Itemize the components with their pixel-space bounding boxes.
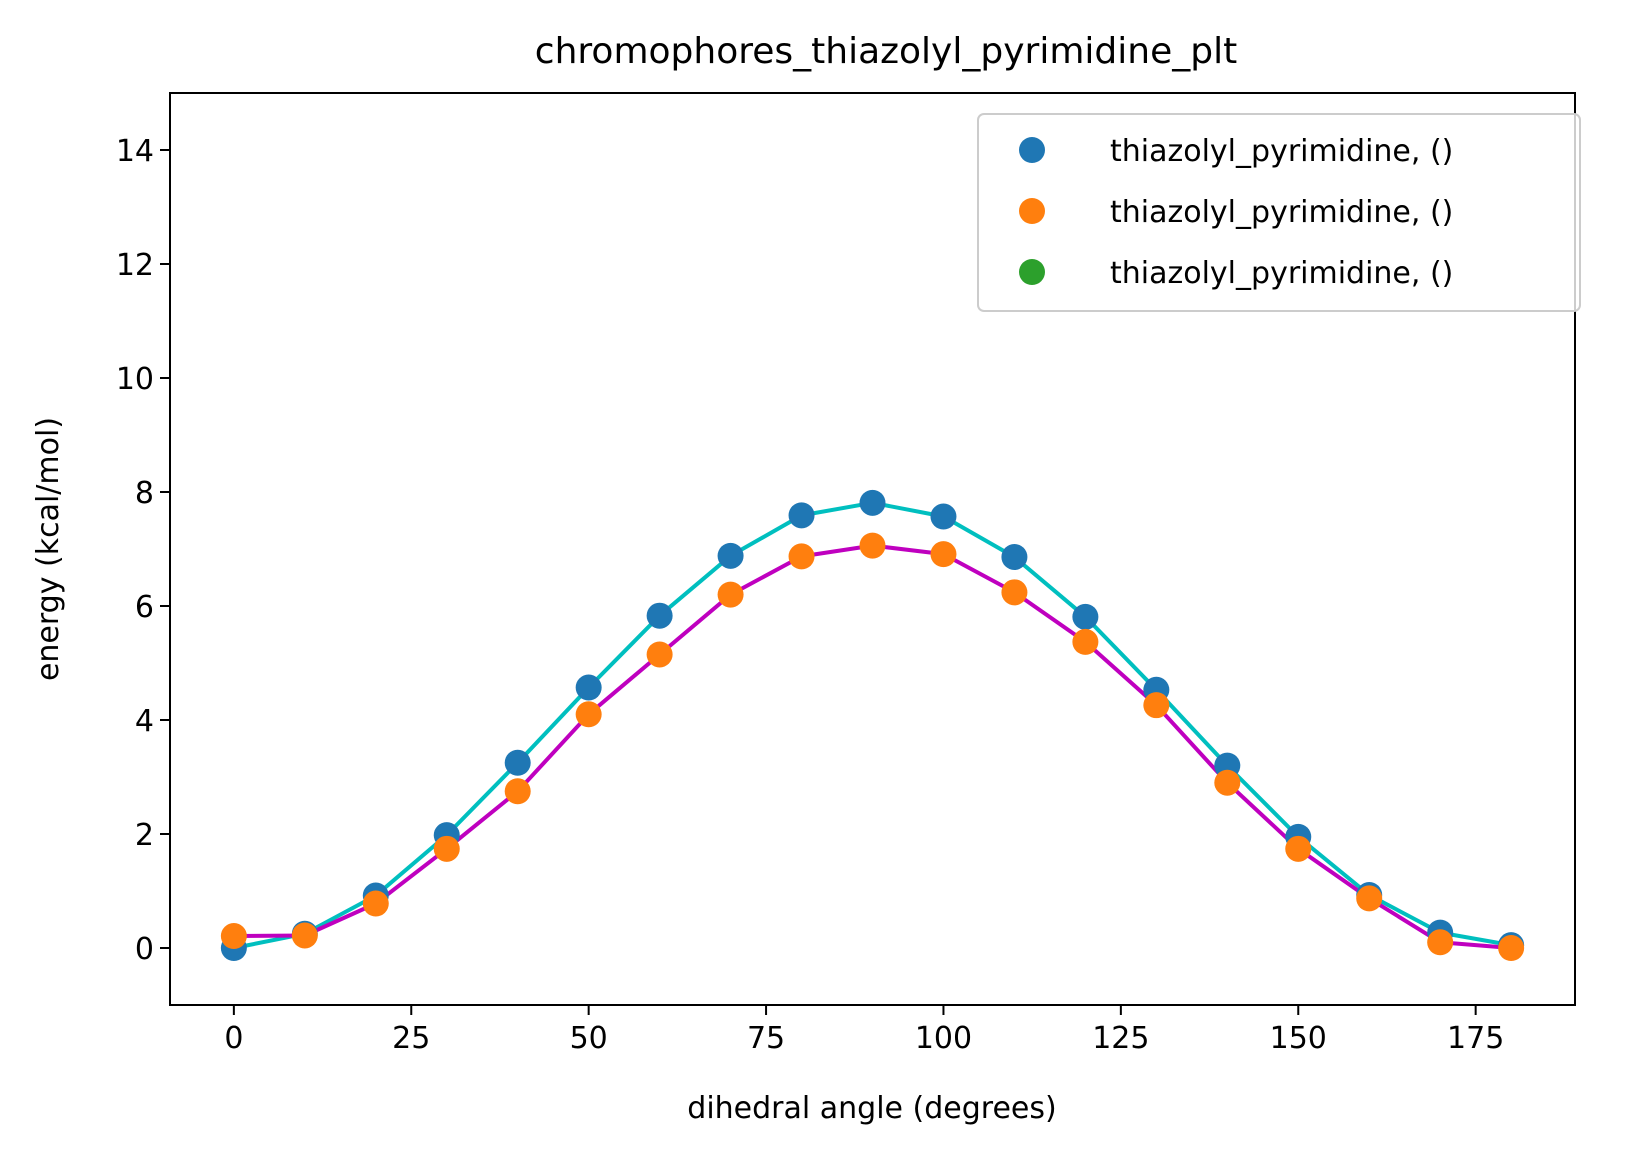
scatter-point <box>1285 835 1312 862</box>
x-tick-label: 50 <box>570 1021 608 1056</box>
legend-marker <box>1019 137 1045 163</box>
y-tick-label: 2 <box>135 818 154 853</box>
legend-label: thiazolyl_pyrimidine, () <box>1110 195 1453 230</box>
y-tick-label: 6 <box>135 590 154 625</box>
scatter-point <box>575 674 602 701</box>
y-tick-label: 8 <box>135 476 154 511</box>
scatter-point <box>646 602 673 629</box>
x-axis-label: dihedral angle (degrees) <box>687 1091 1056 1126</box>
scatter-point <box>1072 603 1099 630</box>
scatter-point <box>1427 929 1454 956</box>
series-line <box>233 543 1512 950</box>
legend-label: thiazolyl_pyrimidine, () <box>1110 134 1453 169</box>
legend: thiazolyl_pyrimidine, () thiazolyl_pyrimi… <box>977 113 1581 312</box>
scatter-point <box>717 542 744 569</box>
legend-marker <box>1019 198 1045 224</box>
scatter-point <box>220 923 247 950</box>
x-tick-label: 175 <box>1447 1021 1504 1056</box>
scatter-point <box>1072 628 1099 655</box>
line-series-group <box>233 500 1512 950</box>
scatter-point <box>1001 543 1028 570</box>
scatter-point <box>788 502 815 529</box>
scatter-point <box>504 749 531 776</box>
scatter-point <box>717 581 744 608</box>
scatter-point <box>646 641 673 668</box>
x-tick-label: 150 <box>1270 1021 1327 1056</box>
scatter-point <box>1498 935 1525 961</box>
scatter-point <box>859 489 886 516</box>
scatter-point <box>291 922 318 949</box>
scatter-point <box>930 503 957 530</box>
x-axis-ticks: 0 25 50 75 100 125 150 175 <box>224 1005 1504 1056</box>
plot-frame <box>169 92 1576 1006</box>
scatter-point <box>504 778 531 805</box>
y-tick-label: 0 <box>135 932 154 967</box>
scatter-point <box>362 890 389 917</box>
y-tick-label: 10 <box>116 362 154 397</box>
y-tick-label: 14 <box>116 134 154 169</box>
scatter-points-group <box>220 489 1525 961</box>
scatter-point <box>1356 885 1383 912</box>
scatter-point <box>433 835 460 862</box>
y-axis-ticks: 0 2 4 6 8 10 12 14 <box>116 134 170 967</box>
scatter-point <box>1143 692 1170 719</box>
x-tick-label: 25 <box>392 1021 430 1056</box>
x-tick-label: 75 <box>747 1021 785 1056</box>
legend-label: thiazolyl_pyrimidine, () <box>1110 256 1453 291</box>
scatter-point <box>930 541 957 568</box>
x-tick-label: 125 <box>1092 1021 1149 1056</box>
scatter-point <box>1001 579 1028 606</box>
scatter-point <box>788 543 815 570</box>
scatter-point <box>859 532 886 559</box>
plot-area <box>169 92 1576 1006</box>
series-line <box>233 500 1512 950</box>
y-axis-label: energy (kcal/mol) <box>31 417 66 681</box>
y-tick-label: 4 <box>135 704 154 739</box>
x-tick-label: 100 <box>915 1021 972 1056</box>
legend-marker <box>1019 259 1045 285</box>
scatter-point <box>575 701 602 728</box>
chart-title: chromophores_thiazolyl_pyrimidine_plt <box>535 31 1237 72</box>
x-tick-label: 0 <box>224 1021 243 1056</box>
scatter-point <box>1214 769 1241 796</box>
y-tick-label: 12 <box>116 248 154 283</box>
legend-frame <box>977 113 1581 312</box>
